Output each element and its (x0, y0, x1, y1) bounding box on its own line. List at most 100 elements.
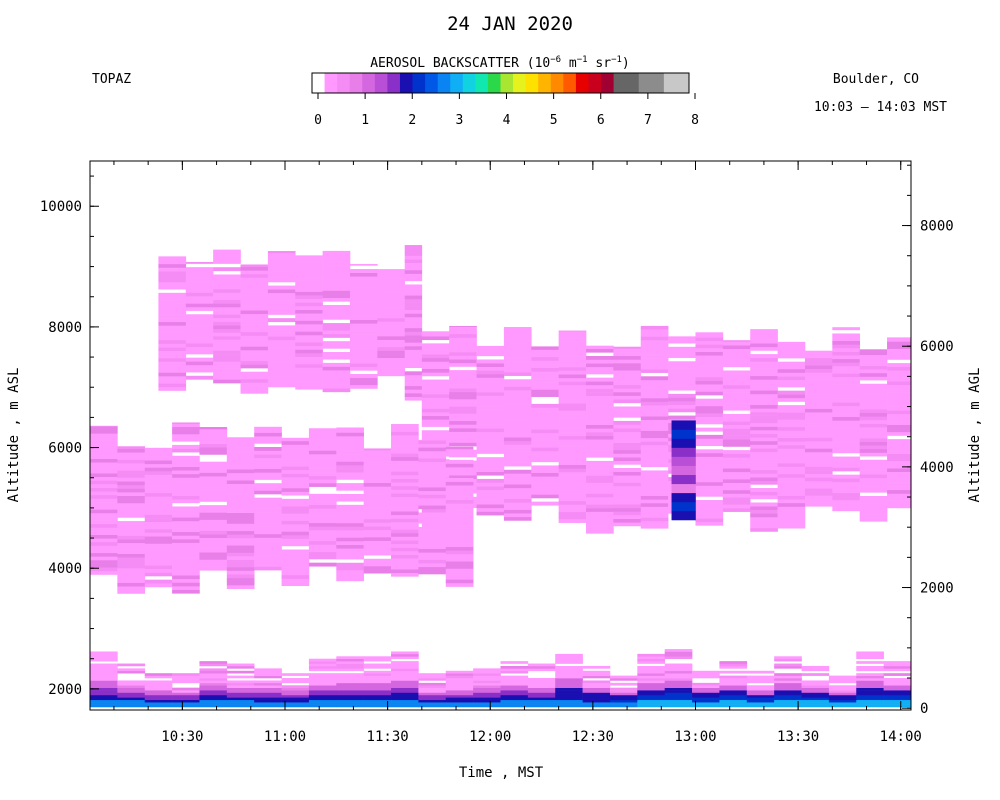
heatmap-cell (445, 449, 474, 453)
heatmap-cell (832, 355, 860, 360)
heatmap-cell (586, 511, 614, 516)
heatmap-cell (404, 291, 423, 296)
heatmap-cell (695, 438, 724, 443)
heatmap-cell (887, 402, 912, 407)
heatmap-cell (349, 279, 378, 284)
heatmap-cell (476, 446, 505, 451)
heatmap-cell (637, 668, 665, 672)
heatmap-cell (418, 454, 447, 459)
heatmap-cell (445, 463, 474, 468)
heatmap-cell (640, 401, 669, 406)
heatmap-cell (308, 530, 337, 534)
heatmap-cell (391, 554, 419, 559)
heatmap-cell (586, 399, 614, 404)
heatmap-cell (418, 694, 447, 698)
heatmap-cell (172, 470, 200, 475)
heatmap-cell (240, 386, 269, 391)
heatmap-cell (254, 685, 282, 688)
heatmap-cell (558, 395, 587, 400)
heatmap-cell (445, 496, 474, 500)
heatmap-cell (582, 697, 611, 701)
heatmap-cell (664, 675, 693, 679)
heatmap-cell (856, 680, 884, 684)
heatmap-cell (503, 419, 532, 423)
heatmap-cell (828, 675, 857, 679)
heatmap-cell (503, 516, 532, 521)
heatmap-cell (144, 463, 173, 468)
heatmap-cell (473, 678, 501, 681)
heatmap-cell (692, 704, 720, 708)
heatmap-cell (90, 692, 118, 696)
heatmap-cell (640, 379, 669, 384)
heatmap-cell (777, 347, 806, 352)
heatmap-cell (804, 401, 833, 406)
heatmap-cell (281, 498, 310, 503)
heatmap-cell (377, 325, 406, 330)
heatmap-cell (613, 449, 642, 454)
heatmap-cell (777, 466, 806, 471)
heatmap-cell (695, 332, 724, 334)
heatmap-cell (254, 551, 282, 556)
heatmap-cell (503, 437, 532, 442)
heatmap-cell (336, 656, 364, 660)
y-tick-label-left: 6000 (48, 441, 82, 457)
heatmap-cell (363, 547, 392, 552)
heatmap-cell (363, 687, 392, 691)
heatmap-cell (503, 332, 532, 337)
heatmap-cell (213, 314, 241, 319)
heatmap-cell (322, 388, 351, 393)
heatmap-cell (144, 456, 173, 461)
heatmap-cell (476, 511, 505, 516)
heatmap-cell (90, 687, 118, 691)
heatmap-cell (613, 515, 642, 519)
heatmap-cell (722, 403, 751, 407)
heatmap-cell (531, 483, 559, 488)
heatmap-cell (558, 417, 587, 422)
heatmap-cell (90, 447, 118, 452)
heatmap-cell (254, 702, 282, 705)
heatmap-cell (404, 393, 423, 397)
heatmap-cell (609, 699, 638, 703)
heatmap-cell (90, 704, 118, 708)
heatmap-cell (90, 462, 118, 467)
heatmap-cell (503, 455, 532, 460)
heatmap-cell (637, 697, 665, 701)
heatmap-cell (377, 285, 406, 290)
heatmap-cell (750, 520, 778, 525)
heatmap-cell (777, 419, 806, 424)
heatmap-cell (558, 471, 587, 476)
heatmap-cell (832, 481, 860, 486)
heatmap-cell (199, 479, 228, 484)
heatmap-cell (777, 513, 806, 518)
heatmap-cell (883, 690, 912, 693)
heatmap-cell (199, 483, 228, 488)
heatmap-cell (281, 462, 310, 467)
heatmap-cell (199, 515, 228, 520)
heatmap-cell (226, 563, 255, 568)
heatmap-cell (664, 694, 693, 698)
heatmap-cell (336, 692, 364, 696)
heatmap-cell (144, 690, 173, 693)
heatmap-cell (185, 335, 214, 340)
heatmap-cell (774, 673, 802, 676)
heatmap-cell (308, 687, 337, 691)
heatmap-cell (664, 663, 693, 667)
heatmap-cell (421, 361, 450, 366)
heatmap-cell (418, 440, 447, 445)
heatmap-cell (308, 562, 337, 567)
heatmap-cell (172, 692, 200, 696)
heatmap-cell (308, 515, 337, 520)
heatmap-cell (391, 424, 419, 429)
heatmap-cell (90, 465, 118, 470)
heatmap-cell (363, 448, 392, 451)
heatmap-cell (391, 661, 419, 664)
heatmap-cell (558, 493, 587, 498)
heatmap-cell (664, 649, 693, 652)
heatmap-cell (804, 394, 833, 398)
heatmap-cell (804, 491, 833, 496)
heatmap-cell (322, 370, 351, 375)
heatmap-cell (859, 430, 888, 435)
heatmap-cell (613, 478, 642, 483)
heatmap-cell (199, 476, 228, 481)
heatmap-cell (832, 373, 860, 378)
